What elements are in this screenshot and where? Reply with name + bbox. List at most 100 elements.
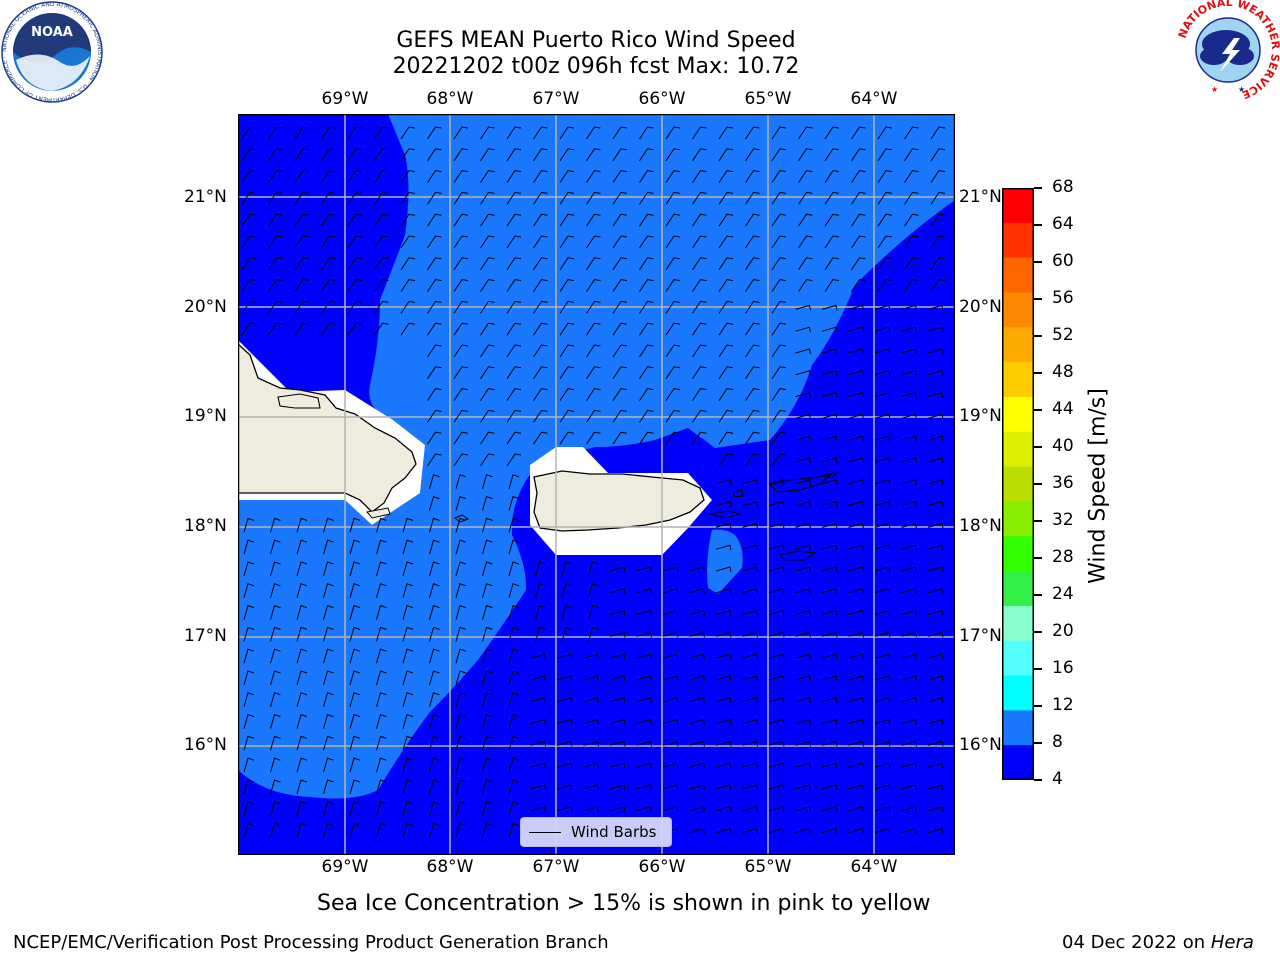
noaa-logo-text: NOAA	[31, 25, 73, 40]
colorbar-cell	[1002, 431, 1034, 467]
lat-label-right: 16°N	[959, 735, 1002, 755]
culebra-island	[732, 489, 744, 498]
legend-line-icon	[529, 831, 561, 833]
colorbar-tick-mark	[1034, 335, 1042, 337]
colorbar-tick-mark	[1034, 779, 1042, 781]
colorbar-tick-label: 68	[1052, 177, 1074, 197]
colorbar-tick-label: 8	[1052, 732, 1063, 752]
colorbar-cell	[1002, 710, 1034, 746]
gonave-island	[277, 393, 321, 409]
colorbar-tick-mark	[1034, 557, 1042, 559]
lon-label-bottom: 65°W	[744, 857, 792, 877]
colorbar-cell	[1002, 396, 1034, 433]
lon-label-top: 64°W	[850, 89, 898, 109]
wind-speed-map	[238, 114, 955, 855]
colorbar-tick-label: 60	[1052, 251, 1074, 271]
colorbar-tick-mark	[1034, 372, 1042, 374]
colorbar-tick-label: 16	[1052, 658, 1074, 678]
saona-island	[366, 507, 391, 519]
lat-label-right: 17°N	[959, 626, 1002, 646]
colorbar-cell	[1002, 466, 1034, 502]
hispaniola-land	[238, 343, 417, 513]
virgin-islands	[768, 473, 833, 493]
svg-text:★: ★	[1211, 85, 1218, 94]
lon-label-bottom: 68°W	[426, 857, 474, 877]
map-frame	[238, 114, 955, 855]
colorbar-tick-mark	[1034, 668, 1042, 670]
lon-label-top: 65°W	[744, 89, 792, 109]
footer-date-text: 04 Dec 2022 on	[1062, 932, 1211, 953]
noaa-logo: NATIONAL OCEANIC AND ATMOSPHERIC ADMINIS…	[0, 0, 104, 104]
colorbar-tick-label: 24	[1052, 584, 1074, 604]
lat-label-right: 18°N	[959, 516, 1002, 536]
colorbar-tick-label: 36	[1052, 473, 1074, 493]
legend-label: Wind Barbs	[571, 823, 657, 841]
colorbar-cell	[1002, 536, 1034, 572]
colorbar-tick-label: 48	[1052, 362, 1074, 382]
colorbar-tick-label: 20	[1052, 621, 1074, 641]
lon-label-bottom: 64°W	[850, 857, 898, 877]
colorbar-cell	[1002, 745, 1034, 780]
colorbar-tick-mark	[1034, 520, 1042, 522]
colorbar-tick-mark	[1034, 446, 1042, 448]
colorbar-tick-label: 64	[1052, 214, 1074, 234]
colorbar-cell	[1002, 222, 1034, 259]
lat-label-left: 18°N	[184, 516, 227, 536]
colorbar-label: Wind Speed [m/s]	[1085, 388, 1111, 584]
lat-label-right: 21°N	[959, 187, 1002, 207]
colorbar-cell	[1002, 257, 1034, 293]
wind-barbs-legend: Wind Barbs	[520, 817, 672, 847]
colorbar-cell	[1002, 571, 1034, 607]
colorbar-tick-label: 12	[1052, 695, 1074, 715]
colorbar-tick-label: 40	[1052, 436, 1074, 456]
lat-label-left: 20°N	[184, 297, 227, 317]
lat-label-left: 19°N	[184, 406, 227, 426]
lon-label-top: 69°W	[321, 89, 369, 109]
lat-label-left: 17°N	[184, 626, 227, 646]
colorbar-tick-mark	[1034, 409, 1042, 411]
colorbar-cell	[1002, 675, 1034, 711]
colorbar-tick-label: 52	[1052, 325, 1074, 345]
nws-logo: NATIONAL WEATHER SERVICE ★ ★	[1176, 0, 1280, 101]
colorbar	[1002, 188, 1034, 780]
vieques-island	[709, 510, 742, 519]
colorbar-tick-mark	[1034, 224, 1042, 226]
colorbar-cell	[1002, 188, 1034, 224]
colorbar-cell	[1002, 501, 1034, 537]
lat-label-right: 19°N	[959, 406, 1002, 426]
sea-ice-note: Sea Ice Concentration > 15% is shown in …	[317, 891, 931, 916]
svg-text:★: ★	[1238, 85, 1245, 94]
wind-band-8-12-south	[707, 529, 743, 594]
wind-barbs	[241, 126, 946, 838]
wind-barb-glyphs	[241, 126, 946, 838]
lon-label-top: 68°W	[426, 89, 474, 109]
lat-label-left: 16°N	[184, 735, 227, 755]
lat-label-right: 20°N	[959, 297, 1002, 317]
colorbar-tick-mark	[1034, 705, 1042, 707]
colorbar-tick-mark	[1034, 594, 1042, 596]
footer-date: 04 Dec 2022 on Hera	[1062, 932, 1254, 953]
lon-label-bottom: 66°W	[638, 857, 686, 877]
colorbar-tick-mark	[1034, 187, 1042, 189]
colorbar-tick-mark	[1034, 298, 1042, 300]
colorbar-cell	[1002, 640, 1034, 676]
map-graticule	[238, 114, 955, 855]
colorbar-tick-label: 32	[1052, 510, 1074, 530]
lon-label-top: 67°W	[532, 89, 580, 109]
colorbar-tick-mark	[1034, 631, 1042, 633]
mona-island	[454, 514, 470, 523]
colorbar-tick-label: 56	[1052, 288, 1074, 308]
lon-label-top: 66°W	[638, 89, 686, 109]
colorbar-tick-mark	[1034, 483, 1042, 485]
lat-label-left: 21°N	[184, 187, 227, 207]
colorbar-tick-mark	[1034, 742, 1042, 744]
colorbar-tick-label: 28	[1052, 547, 1074, 567]
colorbar-cell	[1002, 362, 1034, 398]
colorbar-tick-mark	[1034, 261, 1042, 263]
colorbar-tick-label: 44	[1052, 399, 1074, 419]
lon-label-bottom: 67°W	[532, 857, 580, 877]
title-line-1: GEFS MEAN Puerto Rico Wind Speed	[396, 28, 796, 53]
colorbar-cell	[1002, 605, 1034, 642]
footer-machine: Hera	[1210, 932, 1254, 953]
colorbar-cell	[1002, 292, 1034, 328]
